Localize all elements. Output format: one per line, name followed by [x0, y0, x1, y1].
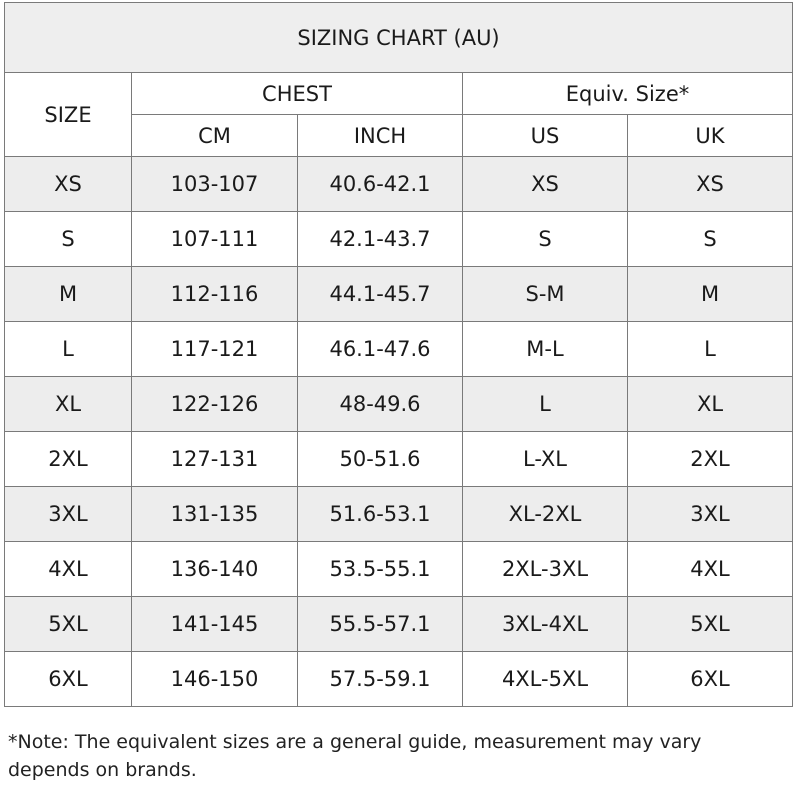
size-cell: S — [4, 211, 132, 267]
inch-cell: 40.6-42.1 — [297, 156, 463, 212]
us-size-cell: XS — [462, 156, 628, 212]
uk-size-cell: L — [627, 321, 793, 377]
inch-cell: 57.5-59.1 — [297, 651, 463, 707]
uk-size-cell: XL — [627, 376, 793, 432]
cm-cell: 117-121 — [131, 321, 298, 377]
uk-size-cell: XS — [627, 156, 793, 212]
inch-cell: 44.1-45.7 — [297, 266, 463, 322]
inch-cell: 48-49.6 — [297, 376, 463, 432]
size-cell: 3XL — [4, 486, 132, 542]
table-row: XS 103-107 40.6-42.1 XS XS — [4, 156, 793, 212]
us-size-cell: L — [462, 376, 628, 432]
size-cell: L — [4, 321, 132, 377]
us-size-cell: M-L — [462, 321, 628, 377]
cm-cell: 127-131 — [131, 431, 298, 487]
cm-cell: 107-111 — [131, 211, 298, 267]
uk-size-cell: 5XL — [627, 596, 793, 652]
size-header: SIZE — [4, 72, 132, 157]
table-row: XL 122-126 48-49.6 L XL — [4, 376, 793, 432]
table-row: 5XL 141-145 55.5-57.1 3XL-4XL 5XL — [4, 596, 793, 652]
size-cell: 4XL — [4, 541, 132, 597]
inch-header: INCH — [297, 114, 463, 157]
cm-cell: 122-126 — [131, 376, 298, 432]
table-row: L 117-121 46.1-47.6 M-L L — [4, 321, 793, 377]
uk-size-cell: 2XL — [627, 431, 793, 487]
chart-title: SIZING CHART (AU) — [4, 2, 793, 73]
table-row: 6XL 146-150 57.5-59.1 4XL-5XL 6XL — [4, 651, 793, 707]
sizing-chart-table: SIZING CHART (AU) SIZE CHEST Equiv. Size… — [4, 2, 793, 707]
size-cell: 2XL — [4, 431, 132, 487]
uk-size-cell: M — [627, 266, 793, 322]
size-cell: 5XL — [4, 596, 132, 652]
uk-size-cell: 3XL — [627, 486, 793, 542]
size-cell: 6XL — [4, 651, 132, 707]
chart-body: XS 103-107 40.6-42.1 XS XS S 107-111 42.1-43.7 S… — [4, 156, 793, 707]
inch-cell: 53.5-55.1 — [297, 541, 463, 597]
size-cell: M — [4, 266, 132, 322]
equiv-size-header: Equiv. Size* — [462, 72, 793, 115]
us-header: US — [462, 114, 628, 157]
table-row: S 107-111 42.1-43.7 S S — [4, 211, 793, 267]
size-cell: XL — [4, 376, 132, 432]
us-size-cell: 2XL-3XL — [462, 541, 628, 597]
us-size-cell: L-XL — [462, 431, 628, 487]
inch-cell: 55.5-57.1 — [297, 596, 463, 652]
inch-cell: 51.6-53.1 — [297, 486, 463, 542]
us-size-cell: 3XL-4XL — [462, 596, 628, 652]
uk-size-cell: S — [627, 211, 793, 267]
cm-cell: 141-145 — [131, 596, 298, 652]
cm-cell: 146-150 — [131, 651, 298, 707]
table-row: 2XL 127-131 50-51.6 L-XL 2XL — [4, 431, 793, 487]
table-row: M 112-116 44.1-45.7 S-M M — [4, 266, 793, 322]
us-size-cell: S-M — [462, 266, 628, 322]
us-size-cell: S — [462, 211, 628, 267]
us-size-cell: XL-2XL — [462, 486, 628, 542]
table-row: 4XL 136-140 53.5-55.1 2XL-3XL 4XL — [4, 541, 793, 597]
inch-cell: 50-51.6 — [297, 431, 463, 487]
chest-header: CHEST — [131, 72, 463, 115]
uk-size-cell: 4XL — [627, 541, 793, 597]
cm-cell: 131-135 — [131, 486, 298, 542]
cm-cell: 136-140 — [131, 541, 298, 597]
cm-cell: 103-107 — [131, 156, 298, 212]
sizing-note: *Note: The equivalent sizes are a genera… — [8, 731, 702, 781]
uk-header: UK — [627, 114, 793, 157]
size-cell: XS — [4, 156, 132, 212]
table-row: 3XL 131-135 51.6-53.1 XL-2XL 3XL — [4, 486, 793, 542]
cm-cell: 112-116 — [131, 266, 298, 322]
inch-cell: 42.1-43.7 — [297, 211, 463, 267]
inch-cell: 46.1-47.6 — [297, 321, 463, 377]
cm-header: CM — [131, 114, 298, 157]
uk-size-cell: 6XL — [627, 651, 793, 707]
us-size-cell: 4XL-5XL — [462, 651, 628, 707]
